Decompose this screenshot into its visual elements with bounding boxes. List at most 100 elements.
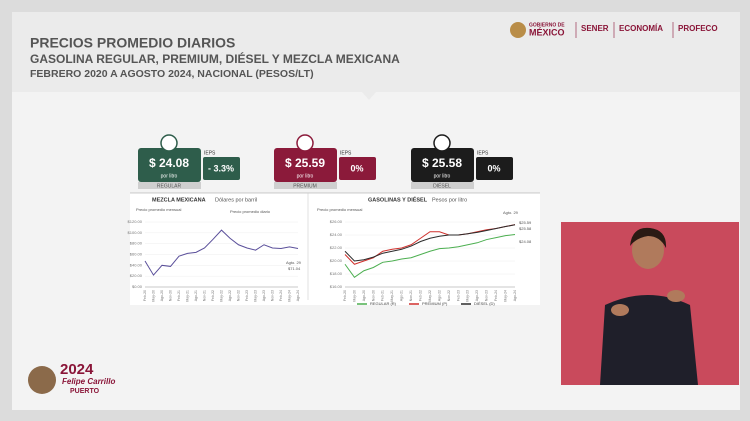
card-fuel: DIÉSEL <box>433 182 451 189</box>
seal-icon <box>510 22 526 38</box>
x-tick-label: Feb-20 <box>143 290 147 301</box>
card-price: $ 25.58 <box>422 156 462 170</box>
x-tick-label: Nov-22 <box>236 290 240 301</box>
x-tick-label: Ago-21 <box>194 290 198 301</box>
fuel-icon <box>296 134 314 152</box>
x-tick-label: May-24 <box>287 290 291 302</box>
tax-value: - 3.3% <box>208 163 234 173</box>
footer-portrait <box>28 366 56 394</box>
x-tick-label: May-20 <box>151 290 155 302</box>
tax-label: IEPS <box>204 150 216 156</box>
tax-value: 0% <box>487 163 500 173</box>
subtitle: GASOLINA REGULAR, PREMIUM, DIÉSEL Y MEZC… <box>30 51 400 66</box>
legend-label: DIÉSEL (D) <box>474 301 495 306</box>
period: FEBRERO 2020 A AGOSTO 2024, NACIONAL (PE… <box>30 68 314 80</box>
x-tick-label: May-23 <box>466 290 470 302</box>
chart-title: GASOLINAS Y DIÉSEL <box>368 195 428 203</box>
tax-box <box>339 157 376 180</box>
x-tick-label: Feb-23 <box>456 290 460 301</box>
logo-mexico: MÉXICO <box>529 27 565 37</box>
series-line <box>344 224 516 262</box>
series-line <box>144 229 299 276</box>
x-tick-label: Nov-23 <box>270 290 274 301</box>
x-tick-label: Ago-20 <box>362 290 366 301</box>
x-tick-label: Ago-21 <box>400 290 404 301</box>
x-tick-label: Nov-21 <box>202 290 206 301</box>
logo-economia: ECONOMÍA <box>619 24 663 33</box>
x-tick-label: May-23 <box>253 290 257 302</box>
interpreter-hand <box>667 290 685 302</box>
footer-name: Felipe Carrillo <box>62 377 115 386</box>
chart-title: MEZCLA MEXICANA <box>152 197 206 203</box>
tax-value: 0% <box>350 163 363 173</box>
annotation: $71.04 <box>288 266 301 271</box>
annotation: Precio promedio diario <box>230 209 271 214</box>
series-line <box>344 224 516 265</box>
card-fuel: PREMIUM <box>293 183 317 189</box>
card-footer <box>411 182 474 189</box>
card-footer <box>274 182 337 189</box>
x-tick-label: Feb-24 <box>279 290 283 301</box>
y-tick-label: $18.00 <box>330 271 343 276</box>
y-tick-label: $16.00 <box>330 284 343 289</box>
y-tick-label: $0.00 <box>132 284 143 289</box>
chart-subtitle: Pesos por litro <box>432 197 467 203</box>
x-tick-label: Ago-23 <box>262 290 266 301</box>
legend-label: REGULAR (R) <box>370 301 397 306</box>
annotation: Precio promedio mensual <box>136 207 181 212</box>
footer-year: 2024 <box>60 361 94 378</box>
card <box>411 148 474 182</box>
y-tick-label: $60.00 <box>130 252 143 257</box>
card <box>274 148 337 182</box>
interpreter-body <box>600 295 698 385</box>
card-unit: por litro <box>434 173 451 179</box>
tax-box <box>476 157 513 180</box>
x-tick-label: May-22 <box>219 290 223 302</box>
x-tick-label: Nov-20 <box>371 290 375 301</box>
x-tick-label: Feb-21 <box>381 290 385 301</box>
header-pointer <box>362 92 376 100</box>
x-tick-label: Feb-23 <box>245 290 249 301</box>
x-tick-label: Ago-20 <box>160 290 164 301</box>
tax-box <box>203 157 240 180</box>
tax-label: IEPS <box>477 150 489 156</box>
card-fuel: REGULAR <box>157 183 182 189</box>
card-price: $ 24.08 <box>149 156 189 170</box>
annotation: $25.59 <box>519 220 532 225</box>
card-price: $ 25.59 <box>285 156 325 170</box>
x-tick-label: Feb-21 <box>177 290 181 301</box>
x-tick-label: May-21 <box>390 290 394 302</box>
title: PRECIOS PROMEDIO DIARIOS <box>30 35 235 51</box>
y-tick-label: $40.00 <box>130 262 143 267</box>
x-tick-label: Ago-23 <box>475 290 479 301</box>
interpreter-hair <box>630 227 667 248</box>
legend-label: PREMIUM (P) <box>422 301 448 306</box>
y-tick-label: $20.00 <box>330 258 343 263</box>
card-unit: por litro <box>297 173 314 179</box>
y-tick-label: $100.00 <box>128 230 143 235</box>
logo-gobierno: GOBIERNO DE <box>529 22 565 28</box>
logo-profeco: PROFECO <box>678 24 718 33</box>
series-line <box>344 233 516 278</box>
x-tick-label: Nov-23 <box>485 290 489 301</box>
x-tick-label: May-24 <box>503 290 507 302</box>
x-tick-label: Ago-22 <box>228 290 232 301</box>
x-tick-label: Feb-24 <box>494 290 498 301</box>
x-tick-label: May-22 <box>428 290 432 302</box>
footer-surname: PUERTO <box>70 388 100 395</box>
tax-label: IEPS <box>340 150 352 156</box>
charts-panel <box>130 193 540 305</box>
x-tick-label: Feb-22 <box>211 290 215 301</box>
x-tick-label: Nov-21 <box>409 290 413 301</box>
annotation: Agto. 29 <box>503 210 519 215</box>
x-tick-label: Feb-22 <box>418 290 422 301</box>
fuel-icon <box>433 134 451 152</box>
y-tick-label: $26.00 <box>330 219 343 224</box>
x-tick-label: Ago-24 <box>513 290 517 301</box>
interpreter-hand <box>611 304 629 316</box>
card <box>138 148 201 182</box>
x-tick-label: Nov-22 <box>447 290 451 301</box>
y-tick-label: $22.00 <box>330 245 343 250</box>
x-tick-label: May-21 <box>185 290 189 302</box>
